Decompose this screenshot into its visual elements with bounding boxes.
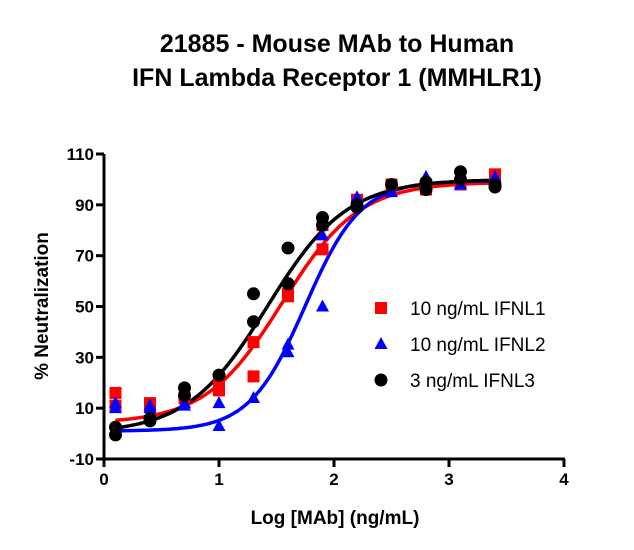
legend-label: 10 ng/mL IFNL1: [410, 299, 546, 320]
chart-title-line2: IFN Lambda Receptor 1 (MMHLR1): [132, 64, 542, 92]
data-point-square: [247, 370, 260, 383]
x-tick-label: 0: [99, 470, 108, 489]
y-tick-label: -10: [69, 450, 94, 469]
data-point-square: [316, 243, 329, 256]
data-point-triangle: [109, 401, 122, 414]
x-axis-label: Log [MAb] (ng/mL): [251, 508, 420, 529]
data-point-circle: [281, 277, 295, 291]
data-point-square: [109, 386, 122, 399]
data-point-triangle: [316, 228, 329, 241]
data-point-triangle: [247, 391, 260, 403]
x-tick-label: 4: [559, 470, 569, 489]
data-point-triangle: [212, 418, 226, 431]
data-point-circle: [488, 180, 502, 194]
legend-marker-square: [375, 302, 387, 314]
y-axis-label: % Neutralization: [32, 232, 53, 380]
data-point-circle: [350, 198, 364, 212]
y-tick-label: 70: [75, 247, 94, 266]
data-point-square: [282, 290, 294, 303]
data-point-circle: [385, 178, 398, 191]
data-point-circle: [316, 218, 329, 232]
data-point-triangle: [316, 299, 329, 312]
data-point-triangle: [212, 396, 226, 409]
data-point-circle: [247, 315, 260, 329]
data-point-triangle: [178, 396, 191, 409]
y-tick-label: 30: [75, 348, 94, 367]
data-point-triangle: [281, 345, 295, 358]
y-tick-label: 50: [75, 298, 94, 317]
data-point-triangle: [385, 185, 398, 198]
x-tick-label: 1: [214, 470, 223, 489]
data-point-square: [213, 384, 225, 397]
axes: -10 10 30 50 70 90 110 0 1 2 3 4: [67, 145, 570, 489]
data-point-circle: [109, 428, 122, 442]
chart-title-line1: 21885 - Mouse MAb to Human: [160, 30, 514, 58]
legend-marker-triangle: [374, 337, 388, 349]
data-point-circle: [247, 287, 260, 301]
data-point-circle: [212, 368, 226, 382]
data-point-triangle: [281, 337, 295, 350]
data-point-circle: [281, 241, 295, 255]
y-tick-label: 110: [67, 145, 94, 164]
legend-label: 10 ng/mL IFNL2: [410, 335, 546, 356]
legend-label: 3 ng/mL IFNL3: [410, 371, 535, 392]
data-point-circle: [143, 411, 157, 425]
x-tick-label: 3: [444, 470, 453, 489]
data-point-circle: [419, 183, 433, 197]
legend-marker-circle: [374, 373, 388, 387]
legend: 10 ng/mL IFNL1 10 ng/mL IFNL2 3 ng/mL IFNL…: [374, 299, 546, 392]
data-point-circle: [454, 172, 467, 186]
y-tick-label: 10: [75, 399, 94, 418]
y-tick-label: 90: [75, 196, 94, 215]
data-point-circle: [178, 388, 191, 402]
data-point-triangle: [143, 401, 157, 414]
x-tick-label: 2: [329, 470, 338, 489]
data-points: [109, 165, 502, 442]
data-point-square: [247, 336, 260, 349]
